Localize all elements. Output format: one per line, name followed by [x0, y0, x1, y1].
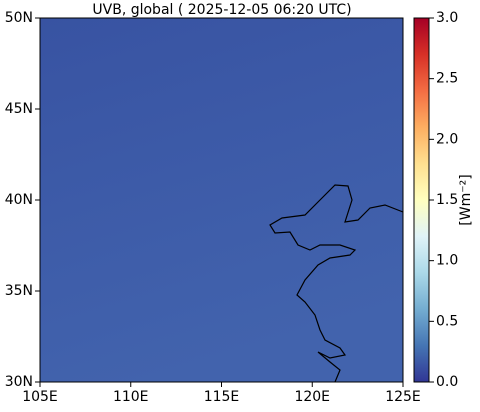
- y-tick-label: 45N: [5, 101, 33, 117]
- colorbar-tick-label: 2.5: [436, 71, 458, 87]
- colorbar-tick-label: 0.5: [436, 313, 458, 329]
- colorbar-tick-label: 3.0: [436, 10, 458, 26]
- x-tick-label: 115E: [204, 389, 240, 405]
- map-title: UVB, global ( 2025-12-05 06:20 UTC): [92, 2, 351, 18]
- colorbar: [413, 17, 430, 383]
- colorbar-tick-label: 0.0: [436, 374, 458, 390]
- x-tick-label: 110E: [113, 389, 149, 405]
- colorbar-tick-label: 1.5: [436, 192, 458, 208]
- x-tick-label: 125E: [385, 389, 421, 405]
- x-tick-label: 105E: [22, 389, 58, 405]
- colorbar-tick-label: 1.0: [436, 253, 458, 269]
- y-tick-label: 35N: [5, 283, 33, 299]
- coastline: [269, 184, 404, 383]
- y-tick-label: 40N: [5, 192, 33, 208]
- colorbar-label: [Wm⁻²]: [458, 174, 474, 225]
- colorbar-tick-label: 2.0: [436, 131, 458, 147]
- x-tick-label: 120E: [294, 389, 330, 405]
- uvb-field: [40, 18, 403, 382]
- y-tick-label: 30N: [5, 374, 33, 390]
- y-tick-label: 50N: [5, 10, 33, 26]
